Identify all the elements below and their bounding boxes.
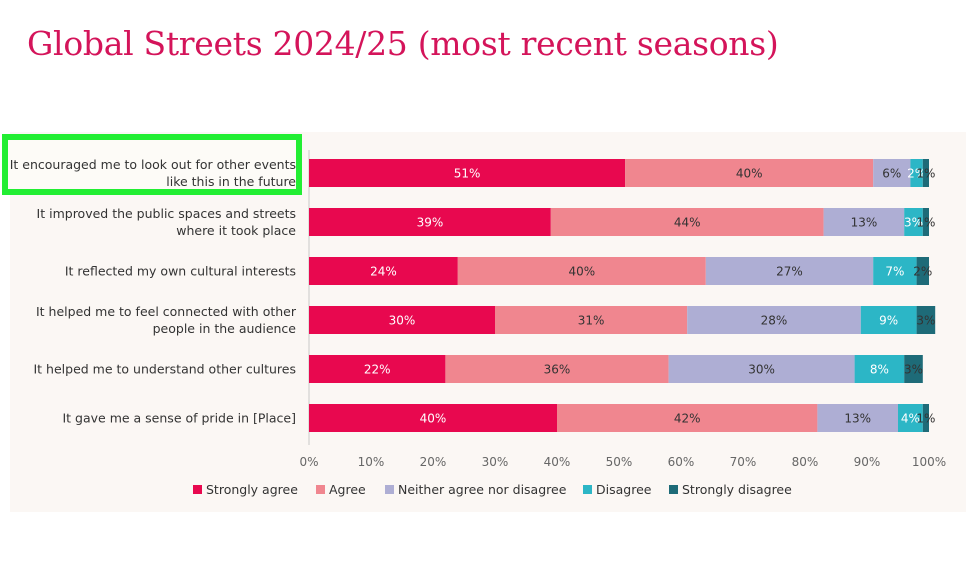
bar-segment-strongly-agree bbox=[309, 404, 557, 432]
bar-segment-strongly-disagree bbox=[922, 159, 929, 187]
bar-segment-strongly-disagree bbox=[916, 306, 936, 334]
data-label: 2% bbox=[907, 167, 926, 181]
data-label: 7% bbox=[885, 265, 904, 279]
bar-segment-neither-agree-nor-disagree bbox=[687, 306, 861, 334]
x-tick-label: 20% bbox=[420, 455, 447, 469]
bar-segment-agree bbox=[550, 208, 824, 236]
data-label: 22% bbox=[364, 363, 391, 377]
bar-segment-agree bbox=[457, 257, 706, 285]
data-label: 1% bbox=[916, 216, 935, 230]
category-label: It helped me to understand other culture… bbox=[34, 362, 297, 377]
bar-segment-neither-agree-nor-disagree bbox=[817, 404, 898, 432]
data-label: 24% bbox=[370, 265, 397, 279]
x-tick-label: 70% bbox=[730, 455, 757, 469]
x-tick-label: 0% bbox=[299, 455, 318, 469]
x-tick-label: 80% bbox=[792, 455, 819, 469]
legend-label: Strongly agree bbox=[206, 482, 298, 497]
bar-segment-neither-agree-nor-disagree bbox=[705, 257, 874, 285]
bar-segment-disagree bbox=[904, 208, 923, 236]
bar-segment-strongly-disagree bbox=[922, 208, 929, 236]
bar-segment-strongly-agree bbox=[309, 257, 458, 285]
bar-segment-strongly-disagree bbox=[922, 404, 929, 432]
data-label: 30% bbox=[389, 314, 416, 328]
data-label: 13% bbox=[844, 412, 871, 426]
data-label: 1% bbox=[916, 167, 935, 181]
bar-segment-disagree bbox=[910, 159, 923, 187]
data-label: 3% bbox=[904, 363, 923, 377]
bar-segment-strongly-disagree bbox=[904, 355, 923, 383]
category-label: It encouraged me to look out for other e… bbox=[10, 157, 296, 172]
category-label: people in the audience bbox=[153, 321, 297, 336]
highlight-box bbox=[2, 134, 302, 195]
data-label: 4% bbox=[901, 412, 920, 426]
category-label: where it took place bbox=[176, 223, 296, 238]
data-label: 8% bbox=[870, 363, 889, 377]
legend-label: Disagree bbox=[596, 482, 652, 497]
data-label: 36% bbox=[544, 363, 571, 377]
data-label: 27% bbox=[776, 265, 803, 279]
data-label: 13% bbox=[851, 216, 878, 230]
x-tick-label: 100% bbox=[912, 455, 946, 469]
data-label: 3% bbox=[916, 314, 935, 328]
bar-segment-neither-agree-nor-disagree bbox=[873, 159, 911, 187]
data-label: 40% bbox=[420, 412, 447, 426]
data-label: 1% bbox=[916, 412, 935, 426]
category-label: It reflected my own cultural interests bbox=[65, 264, 296, 279]
bar-segment-agree bbox=[557, 404, 818, 432]
bar-segment-strongly-disagree bbox=[916, 257, 929, 285]
data-label: 39% bbox=[417, 216, 444, 230]
data-label: 2% bbox=[913, 265, 932, 279]
data-label: 31% bbox=[578, 314, 605, 328]
bar-segment-strongly-agree bbox=[309, 159, 626, 187]
x-tick-label: 50% bbox=[606, 455, 633, 469]
bar-segment-strongly-agree bbox=[309, 355, 446, 383]
data-label: 40% bbox=[568, 265, 595, 279]
data-label: 3% bbox=[904, 216, 923, 230]
legend-label: Neither agree nor disagree bbox=[398, 482, 567, 497]
x-tick-label: 30% bbox=[482, 455, 509, 469]
page-title: Global Streets 2024/25 (most recent seas… bbox=[27, 24, 779, 63]
data-label: 30% bbox=[748, 363, 775, 377]
bar-segment-neither-agree-nor-disagree bbox=[823, 208, 905, 236]
data-label: 40% bbox=[736, 167, 763, 181]
legend-label: Agree bbox=[329, 482, 366, 497]
bar-segment-disagree bbox=[873, 257, 917, 285]
category-label: It improved the public spaces and street… bbox=[37, 206, 296, 221]
data-label: 42% bbox=[674, 412, 701, 426]
legend-swatch bbox=[583, 485, 592, 494]
bar-segment-disagree bbox=[898, 404, 923, 432]
x-tick-label: 90% bbox=[854, 455, 881, 469]
legend-swatch bbox=[669, 485, 678, 494]
data-label: 51% bbox=[454, 167, 481, 181]
legend-swatch bbox=[316, 485, 325, 494]
bar-segment-neither-agree-nor-disagree bbox=[668, 355, 855, 383]
legend-label: Strongly disagree bbox=[682, 482, 792, 497]
bar-segment-strongly-agree bbox=[309, 306, 495, 334]
legend-swatch bbox=[385, 485, 394, 494]
category-label: It gave me a sense of pride in [Place] bbox=[62, 411, 296, 426]
bar-segment-agree bbox=[625, 159, 874, 187]
category-label: It helped me to feel connected with othe… bbox=[36, 304, 297, 319]
bar-segment-agree bbox=[445, 355, 669, 383]
data-label: 28% bbox=[761, 314, 788, 328]
data-label: 9% bbox=[879, 314, 898, 328]
x-tick-label: 60% bbox=[668, 455, 695, 469]
bar-segment-strongly-agree bbox=[309, 208, 551, 236]
bar-segment-disagree bbox=[854, 355, 905, 383]
x-tick-label: 10% bbox=[358, 455, 385, 469]
x-tick-label: 40% bbox=[544, 455, 571, 469]
data-label: 6% bbox=[882, 167, 901, 181]
data-label: 44% bbox=[674, 216, 701, 230]
category-label: like this in the future bbox=[166, 174, 296, 189]
bar-segment-agree bbox=[495, 306, 688, 334]
bar-segment-disagree bbox=[860, 306, 917, 334]
legend-swatch bbox=[193, 485, 202, 494]
